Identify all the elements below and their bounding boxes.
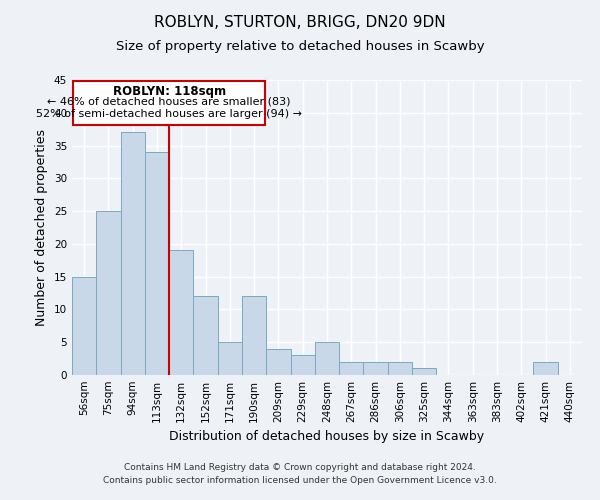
Bar bbox=[96, 211, 121, 375]
Bar bbox=[412, 368, 436, 375]
Bar bbox=[121, 132, 145, 375]
Bar bbox=[388, 362, 412, 375]
Bar bbox=[169, 250, 193, 375]
Text: ROBLYN: 118sqm: ROBLYN: 118sqm bbox=[113, 84, 226, 98]
Text: ← 46% of detached houses are smaller (83): ← 46% of detached houses are smaller (83… bbox=[47, 96, 291, 106]
FancyBboxPatch shape bbox=[73, 82, 265, 124]
Bar bbox=[72, 276, 96, 375]
Bar bbox=[533, 362, 558, 375]
Bar bbox=[266, 349, 290, 375]
Text: ROBLYN, STURTON, BRIGG, DN20 9DN: ROBLYN, STURTON, BRIGG, DN20 9DN bbox=[154, 15, 446, 30]
Y-axis label: Number of detached properties: Number of detached properties bbox=[35, 129, 49, 326]
X-axis label: Distribution of detached houses by size in Scawby: Distribution of detached houses by size … bbox=[169, 430, 485, 444]
Bar bbox=[145, 152, 169, 375]
Text: 52% of semi-detached houses are larger (94) →: 52% of semi-detached houses are larger (… bbox=[36, 109, 302, 119]
Bar bbox=[290, 356, 315, 375]
Bar bbox=[339, 362, 364, 375]
Bar bbox=[315, 342, 339, 375]
Text: Contains HM Land Registry data © Crown copyright and database right 2024.
Contai: Contains HM Land Registry data © Crown c… bbox=[103, 464, 497, 485]
Bar bbox=[193, 296, 218, 375]
Text: Size of property relative to detached houses in Scawby: Size of property relative to detached ho… bbox=[116, 40, 484, 53]
Bar bbox=[242, 296, 266, 375]
Bar bbox=[364, 362, 388, 375]
Bar bbox=[218, 342, 242, 375]
